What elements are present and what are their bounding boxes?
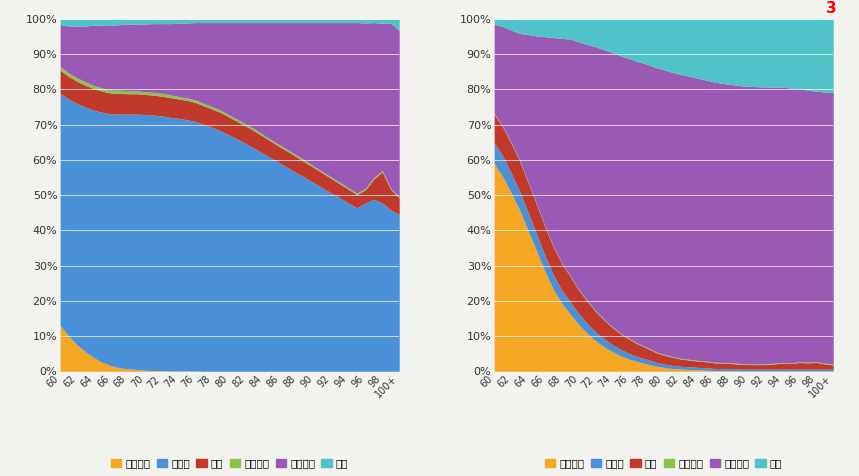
Text: 3: 3 bbox=[826, 0, 837, 16]
Legend: 劳动收入, 养老金, 低保, 财产收入, 家庭供养, 其他: 劳动收入, 养老金, 低保, 财产收入, 家庭供养, 其他 bbox=[541, 454, 787, 472]
Legend: 劳动收入, 养老金, 低保, 财产收入, 家庭供养, 其他: 劳动收入, 养老金, 低保, 财产收入, 家庭供养, 其他 bbox=[107, 454, 352, 472]
